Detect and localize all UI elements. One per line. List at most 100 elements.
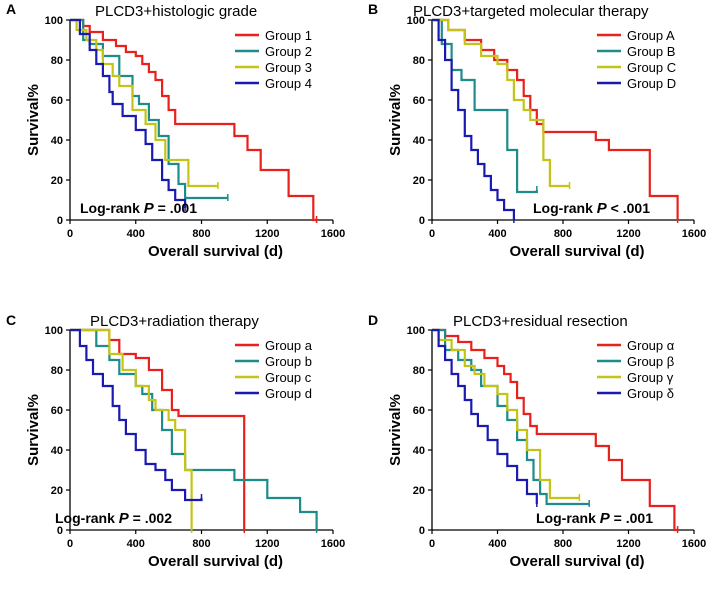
panel-d: D PLCD3+residual resection 0 20 40 60 80 100 0 40… <box>368 312 706 570</box>
survival-curve-4 <box>432 328 538 504</box>
y-tick-label: 100 <box>45 15 63 27</box>
pvalue-rest: < .001 <box>607 200 650 216</box>
panel-label: A <box>6 1 16 17</box>
y-tick-label: 40 <box>413 445 425 457</box>
x-tick-label: 1200 <box>255 228 279 240</box>
x-tick-label: 1600 <box>321 228 345 240</box>
x-tick-label: 1200 <box>255 538 279 550</box>
panel-label: C <box>6 312 16 328</box>
x-axis-title: Overall survival (d) <box>148 243 283 260</box>
panel-label: D <box>368 312 378 328</box>
x-tick-label: 800 <box>192 538 210 550</box>
survival-curve-3 <box>432 328 580 500</box>
y-tick-label: 80 <box>51 365 63 377</box>
x-tick-label: 1600 <box>682 228 706 240</box>
x-axis-title: Overall survival (d) <box>509 243 644 260</box>
legend-label: Group b <box>265 354 312 369</box>
survival-curve-3 <box>70 18 218 188</box>
x-tick-label: 1600 <box>682 538 706 550</box>
panel-title: PLCD3+residual resection <box>453 313 628 330</box>
legend-label: Group D <box>627 76 676 91</box>
log-rank-pvalue: Log-rank P = .001 <box>80 200 197 217</box>
legend-label: Group A <box>627 28 675 43</box>
panel-b: B PLCD3+targeted molecular therapy 0 20 40 60… <box>368 1 706 260</box>
legend-label: Group 2 <box>265 44 312 59</box>
y-tick-label: 20 <box>413 175 425 187</box>
x-tick-label: 400 <box>488 538 506 550</box>
x-tick-label: 800 <box>192 228 210 240</box>
x-axis-title: Overall survival (d) <box>509 553 644 570</box>
y-tick-label: 0 <box>419 215 425 227</box>
y-tick-label: 20 <box>413 485 425 497</box>
y-tick-label: 60 <box>51 405 63 417</box>
y-tick-label: 40 <box>413 135 425 147</box>
y-tick-label: 60 <box>413 95 425 107</box>
y-tick-label: 40 <box>51 445 63 457</box>
y-axis-title: Survival% <box>387 394 404 466</box>
survival-curve-1 <box>432 328 678 532</box>
x-tick-label: 800 <box>554 228 572 240</box>
y-axis-title: Survival% <box>387 84 404 156</box>
y-tick-label: 40 <box>51 135 63 147</box>
pvalue-prefix: Log-rank <box>533 200 597 216</box>
legend-label: Group γ <box>627 370 674 385</box>
survival-curve-3 <box>70 328 193 530</box>
legend-label: Group B <box>627 44 675 59</box>
survival-curve-1 <box>70 18 317 222</box>
log-rank-pvalue: Log-rank P = .001 <box>536 510 653 527</box>
x-tick-label: 0 <box>67 228 73 240</box>
y-axis-title: Survival% <box>25 84 42 156</box>
survival-curve-1 <box>70 328 246 530</box>
pvalue-p: P <box>144 200 155 217</box>
x-tick-label: 1200 <box>616 228 640 240</box>
legend-label: Group 3 <box>265 60 312 75</box>
y-tick-label: 80 <box>51 55 63 67</box>
x-tick-label: 0 <box>429 228 435 240</box>
y-tick-label: 80 <box>413 365 425 377</box>
x-tick-label: 0 <box>429 538 435 550</box>
pvalue-rest: = .001 <box>610 510 653 526</box>
pvalue-p: P <box>600 510 611 527</box>
log-rank-pvalue: Log-rank P < .001 <box>533 200 650 217</box>
panel-label: B <box>368 1 378 17</box>
pvalue-rest: = .001 <box>154 200 197 216</box>
survival-curve-4 <box>70 18 187 208</box>
legend-label: Group α <box>627 338 675 353</box>
panel-a: A PLCD3+histologic grade 0 20 40 60 80 100 0 400 8… <box>6 1 345 260</box>
y-tick-label: 20 <box>51 175 63 187</box>
legend-label: Group C <box>627 60 676 75</box>
x-tick-label: 800 <box>554 538 572 550</box>
survival-curve-4 <box>432 18 515 220</box>
x-tick-label: 400 <box>488 228 506 240</box>
legend-label: Group a <box>265 338 313 353</box>
panel-title: PLCD3+histologic grade <box>95 3 257 20</box>
pvalue-prefix: Log-rank <box>536 510 600 526</box>
survival-curve-3 <box>432 18 570 188</box>
pvalue-p: P <box>597 200 608 217</box>
x-tick-label: 400 <box>127 228 145 240</box>
legend-label: Group δ <box>627 386 674 401</box>
legend-label: Group 1 <box>265 28 312 43</box>
y-tick-label: 0 <box>57 215 63 227</box>
y-tick-label: 60 <box>413 405 425 417</box>
y-tick-label: 100 <box>45 325 63 337</box>
y-tick-label: 80 <box>413 55 425 67</box>
log-rank-pvalue: Log-rank P = .002 <box>55 510 172 527</box>
x-tick-label: 1600 <box>321 538 345 550</box>
legend-label: Group c <box>265 370 312 385</box>
y-tick-label: 0 <box>57 525 63 537</box>
panel-title: PLCD3+targeted molecular therapy <box>413 3 649 20</box>
x-tick-label: 0 <box>67 538 73 550</box>
survival-curve-2 <box>432 18 538 194</box>
pvalue-prefix: Log-rank <box>80 200 144 216</box>
y-tick-label: 100 <box>407 15 425 27</box>
survival-curve-2 <box>70 18 228 200</box>
x-tick-label: 400 <box>127 538 145 550</box>
y-tick-label: 20 <box>51 485 63 497</box>
x-tick-label: 1200 <box>616 538 640 550</box>
legend-label: Group 4 <box>265 76 312 91</box>
y-tick-label: 60 <box>51 95 63 107</box>
panel-c: C PLCD3+radiation therapy 0 20 40 60 80 100 0 400… <box>6 312 345 570</box>
y-axis-title: Survival% <box>25 394 42 466</box>
